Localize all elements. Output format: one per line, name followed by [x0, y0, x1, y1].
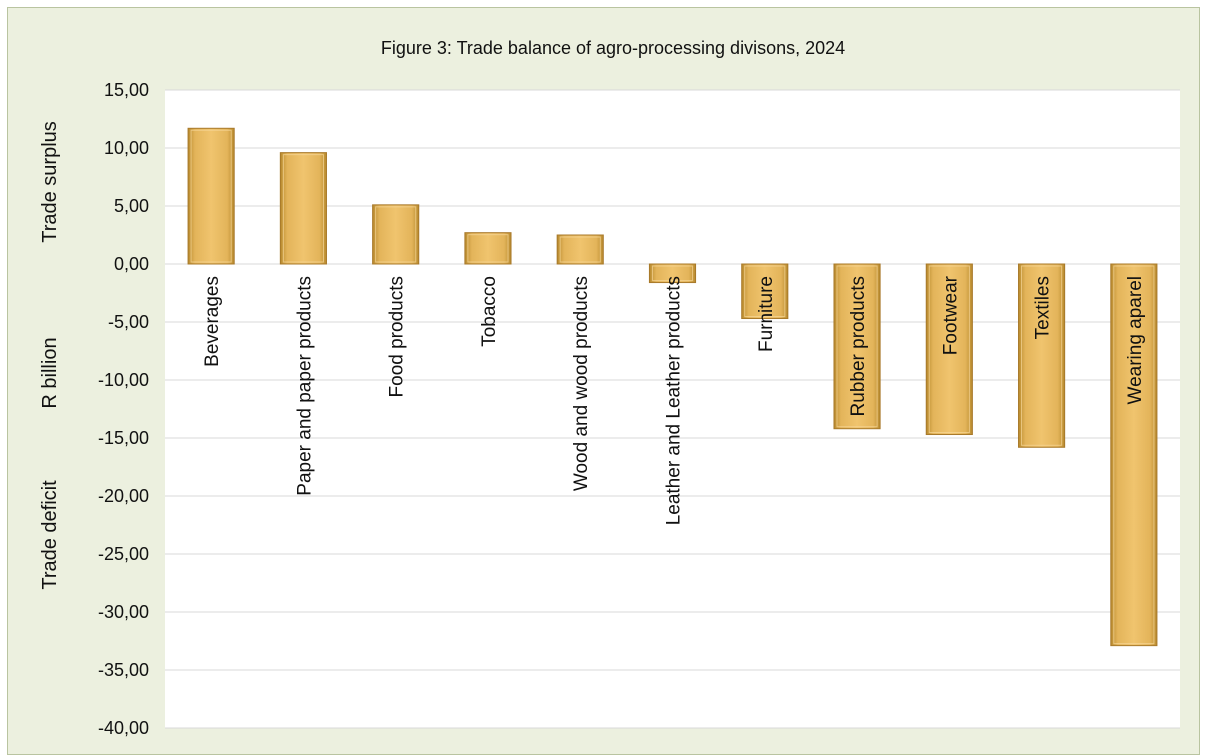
- category-label: Wearing aparel: [1125, 276, 1146, 405]
- plot-area: [165, 90, 1180, 728]
- y-tick-label: -10,00: [98, 370, 149, 390]
- bar-highlight: [282, 154, 324, 263]
- y-tick-label: -35,00: [98, 660, 149, 680]
- bar-highlight: [190, 129, 232, 263]
- bars: [187, 127, 1158, 647]
- y-tick-label: 15,00: [104, 80, 149, 100]
- bar: [741, 263, 789, 320]
- y-axis-ticks: 15,00 10,00 5,00 0,00 -5,00 -10,00 -15,00 -20,0…: [98, 80, 149, 738]
- bar: [1018, 263, 1066, 448]
- bar-highlight: [744, 265, 786, 318]
- y-tick-label: 5,00: [114, 196, 149, 216]
- bar: [1110, 263, 1158, 647]
- y-label-unit: R billion: [39, 337, 61, 408]
- category-labels: Beverages Paper and paper products Food pr…: [202, 275, 1146, 525]
- y-label-deficit: Trade deficit: [39, 480, 61, 590]
- category-label: Furniture: [756, 276, 777, 352]
- y-tick-label: 0,00: [114, 254, 149, 274]
- bar: [556, 234, 604, 265]
- y-tick-label: 10,00: [104, 138, 149, 158]
- y-tick-label: -20,00: [98, 486, 149, 506]
- y-tick-label: -25,00: [98, 544, 149, 564]
- category-label: Paper and paper products: [294, 276, 315, 496]
- category-label: Leather and Leather products: [664, 276, 685, 525]
- category-label: Food products: [387, 276, 408, 397]
- y-tick-label: -5,00: [108, 312, 149, 332]
- bar-highlight: [928, 265, 970, 434]
- bar: [925, 263, 973, 436]
- bar-highlight: [1021, 265, 1063, 446]
- category-label: Tobacco: [479, 276, 500, 347]
- category-label: Wood and wood products: [571, 276, 592, 491]
- bar-highlight: [836, 265, 878, 428]
- category-label: Footwear: [940, 275, 961, 355]
- y-label-surplus: Trade surplus: [39, 121, 61, 243]
- category-label: Textiles: [1033, 276, 1054, 339]
- y-tick-label: -30,00: [98, 602, 149, 622]
- chart-frame: Figure 3: Trade balance of agro-processi…: [7, 7, 1200, 755]
- bar-chart: Figure 3: Trade balance of agro-processi…: [39, 38, 1180, 738]
- category-label: Rubber products: [848, 276, 869, 416]
- y-tick-label: -15,00: [98, 428, 149, 448]
- y-tick-label: -40,00: [98, 718, 149, 738]
- chart-title: Figure 3: Trade balance of agro-processi…: [381, 38, 845, 58]
- gridlines: [165, 89, 1180, 729]
- bar: [372, 204, 420, 265]
- bar-highlight: [1113, 265, 1155, 645]
- bar-highlight: [467, 234, 509, 263]
- bar-highlight: [559, 236, 601, 263]
- bar: [187, 127, 235, 265]
- bar: [279, 152, 327, 265]
- bar-highlight: [375, 206, 417, 263]
- bar-highlight: [651, 265, 694, 282]
- bar: [648, 263, 697, 284]
- bar: [464, 232, 512, 265]
- bar: [833, 263, 881, 430]
- category-label: Beverages: [202, 276, 223, 367]
